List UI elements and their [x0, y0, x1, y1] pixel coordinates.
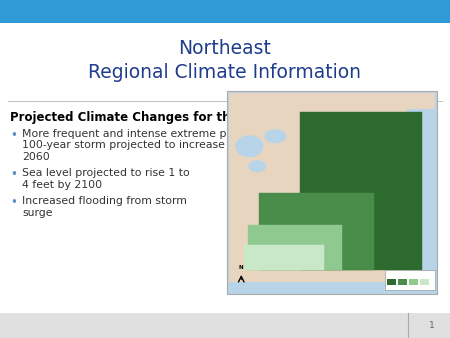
Bar: [244, 245, 324, 270]
Text: Projected Climate Changes for the Northeast: Projected Climate Changes for the Northe…: [10, 111, 309, 124]
Bar: [259, 193, 374, 270]
Bar: [227, 91, 436, 294]
Bar: [419, 279, 428, 285]
Text: Increased flooding from storm: Increased flooding from storm: [22, 196, 187, 207]
Bar: [0, 0, 450, 23]
Text: 2060: 2060: [22, 152, 50, 162]
Bar: [248, 225, 342, 270]
Text: 1: 1: [429, 321, 435, 330]
Bar: [397, 279, 406, 285]
Text: •: •: [10, 129, 17, 142]
Bar: [301, 112, 422, 270]
Bar: [387, 279, 396, 285]
Ellipse shape: [235, 135, 263, 157]
Bar: [229, 93, 435, 282]
Text: Sea level projected to rise 1 to: Sea level projected to rise 1 to: [22, 168, 190, 178]
Bar: [0, 313, 450, 338]
Text: surge: surge: [22, 208, 53, 218]
Text: Northeast: Northeast: [179, 40, 271, 58]
Text: 4 feet by 2100: 4 feet by 2100: [22, 180, 102, 190]
Bar: [384, 270, 435, 290]
Text: 100-year storm projected to increase from 4-20% by: 100-year storm projected to increase fro…: [22, 141, 309, 150]
Text: Regional Climate Information: Regional Climate Information: [89, 64, 361, 82]
Text: •: •: [10, 196, 17, 210]
Text: N: N: [239, 265, 243, 270]
Ellipse shape: [264, 129, 286, 143]
Text: More frequent and intense extreme precipitation events,: More frequent and intense extreme precip…: [22, 129, 332, 139]
Bar: [406, 109, 435, 282]
Bar: [409, 279, 418, 285]
Text: •: •: [10, 168, 17, 182]
Ellipse shape: [248, 160, 266, 172]
Bar: [227, 91, 436, 294]
